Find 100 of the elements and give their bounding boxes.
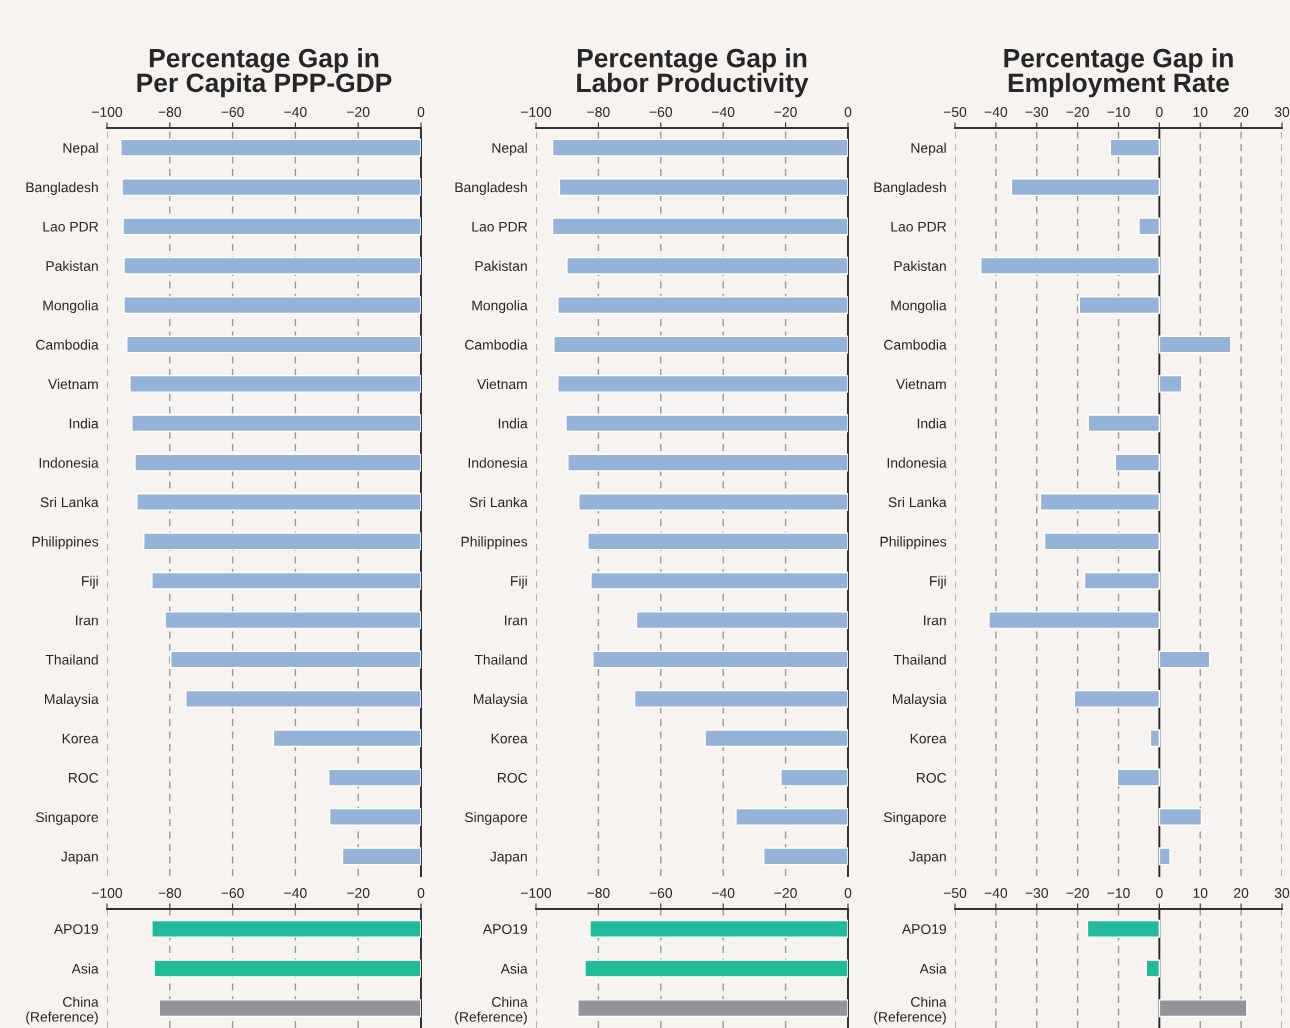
y-tick-label: Lao PDR bbox=[472, 221, 528, 232]
bar bbox=[1039, 493, 1161, 511]
bar bbox=[980, 256, 1161, 275]
x-tick-label: −20 bbox=[347, 888, 370, 898]
x-tick-label: −20 bbox=[774, 888, 797, 898]
x-tick-label: −20 bbox=[347, 107, 370, 117]
y-tick-label: Iran bbox=[924, 615, 946, 626]
y-tick-label: Japan bbox=[490, 851, 527, 865]
y-tick-label: Mongolia bbox=[891, 300, 947, 314]
y-tick-label: Indonesia bbox=[887, 457, 947, 468]
y-tick-label: APO19 bbox=[482, 924, 528, 934]
y-tick-label: Singapore bbox=[464, 811, 528, 825]
bar bbox=[1109, 138, 1161, 157]
y-tick-label: Singapore bbox=[35, 811, 99, 825]
x-tick-label: −30 bbox=[1025, 888, 1048, 898]
x-tick-label: −40 bbox=[984, 888, 1008, 898]
y-tick-label: ROC bbox=[68, 772, 99, 783]
y-tick-label: Cambodia bbox=[36, 339, 99, 350]
y-tick-label: Lao PDR bbox=[891, 221, 947, 232]
y-tick-label: India bbox=[498, 418, 528, 429]
y-tick-label: Pakistan bbox=[894, 260, 946, 271]
y-tick-label: APO19 bbox=[901, 924, 947, 934]
x-tick-label: −20 bbox=[1066, 888, 1089, 898]
x-tick-label: −30 bbox=[1025, 107, 1048, 117]
y-tick-label: Thailand bbox=[474, 654, 527, 665]
x-tick-label: 10 bbox=[1193, 888, 1208, 898]
bar bbox=[1078, 296, 1161, 315]
y-tick-label: Korea bbox=[910, 733, 947, 744]
y-tick-label: Malaysia bbox=[893, 693, 947, 707]
x-tick-label: 30 bbox=[1274, 888, 1290, 898]
y-tick-label: China (Reference) bbox=[455, 996, 528, 1025]
y-tick-label: Thailand bbox=[45, 654, 98, 665]
y-tick-label: Asia bbox=[71, 963, 99, 974]
x-tick-label: −80 bbox=[158, 888, 182, 898]
y-tick-label: Indonesia bbox=[39, 457, 99, 468]
y-tick-label: Pakistan bbox=[475, 260, 527, 271]
y-tick-label: Bangladesh bbox=[874, 182, 946, 195]
bar bbox=[1158, 807, 1203, 826]
x-tick-label: −60 bbox=[221, 888, 244, 898]
y-tick-label: Fiji bbox=[930, 575, 946, 589]
x-tick-label: −20 bbox=[774, 107, 797, 117]
y-tick-label: Japan bbox=[909, 851, 946, 865]
y-tick-label: Sri Lanka bbox=[888, 496, 947, 508]
x-tick-label: 0 bbox=[417, 888, 425, 898]
x-tick-label: −40 bbox=[712, 888, 735, 898]
bar bbox=[1083, 571, 1161, 590]
y-tick-label: Malaysia bbox=[474, 693, 528, 707]
y-tick-label: Korea bbox=[62, 733, 99, 744]
x-tick-label: −50 bbox=[943, 107, 967, 117]
x-tick-label: −80 bbox=[587, 888, 610, 898]
y-tick-label: Vietnam bbox=[48, 378, 98, 390]
bar bbox=[1114, 453, 1161, 472]
y-tick-label: Thailand bbox=[893, 654, 946, 665]
x-tick-label: −100 bbox=[521, 107, 552, 117]
y-tick-label: Asia bbox=[500, 963, 528, 974]
x-tick-label: −20 bbox=[1066, 107, 1089, 117]
x-tick-label: −40 bbox=[284, 888, 307, 898]
y-tick-label: Philippines bbox=[32, 536, 99, 550]
x-tick-label: −80 bbox=[158, 107, 182, 117]
x-tick-label: −80 bbox=[587, 107, 610, 117]
bar bbox=[1158, 650, 1211, 669]
x-tick-label: −40 bbox=[984, 107, 1008, 117]
y-tick-label: Bangladesh bbox=[455, 182, 527, 195]
bar bbox=[1073, 689, 1161, 708]
y-tick-label: Japan bbox=[61, 851, 98, 865]
bar bbox=[1158, 374, 1183, 393]
y-tick-label: Nepal bbox=[911, 142, 946, 156]
x-tick-label: 20 bbox=[1234, 107, 1249, 117]
x-tick-label: 0 bbox=[1156, 888, 1163, 898]
y-tick-label: India bbox=[69, 418, 99, 429]
bar bbox=[1158, 847, 1171, 866]
x-tick-label: −10 bbox=[1107, 107, 1130, 117]
y-tick-label: Fiji bbox=[511, 575, 527, 589]
y-tick-label: ROC bbox=[497, 772, 528, 783]
x-tick-label: −100 bbox=[92, 107, 123, 117]
y-tick-label: Indonesia bbox=[468, 457, 528, 468]
x-tick-label: 0 bbox=[1156, 107, 1163, 117]
x-tick-label: −60 bbox=[649, 888, 673, 898]
x-tick-label: −10 bbox=[1107, 888, 1130, 898]
x-tick-label: −40 bbox=[284, 107, 307, 117]
y-tick-label: Nepal bbox=[492, 142, 527, 156]
y-tick-label: Cambodia bbox=[884, 339, 947, 350]
y-tick-label: China (Reference) bbox=[874, 996, 947, 1025]
bar bbox=[1149, 729, 1161, 748]
bar bbox=[988, 611, 1161, 630]
y-tick-label: Nepal bbox=[63, 142, 98, 156]
x-tick-label: 30 bbox=[1274, 107, 1290, 117]
y-tick-label: Lao PDR bbox=[43, 221, 99, 232]
y-tick-label: Bangladesh bbox=[26, 182, 98, 195]
y-tick-label: Pakistan bbox=[46, 260, 98, 271]
x-tick-label: 0 bbox=[417, 107, 425, 117]
x-tick-label: 0 bbox=[844, 107, 852, 117]
x-tick-label: 0 bbox=[844, 888, 852, 898]
y-tick-label: Philippines bbox=[880, 536, 947, 550]
x-tick-label: −40 bbox=[712, 107, 735, 117]
y-tick-label: India bbox=[917, 418, 947, 429]
chart-title: Percentage Gap in Labor Productivity bbox=[577, 48, 809, 98]
bar bbox=[1087, 414, 1161, 433]
x-tick-label: −60 bbox=[221, 107, 244, 117]
y-tick-label: Vietnam bbox=[896, 378, 946, 390]
